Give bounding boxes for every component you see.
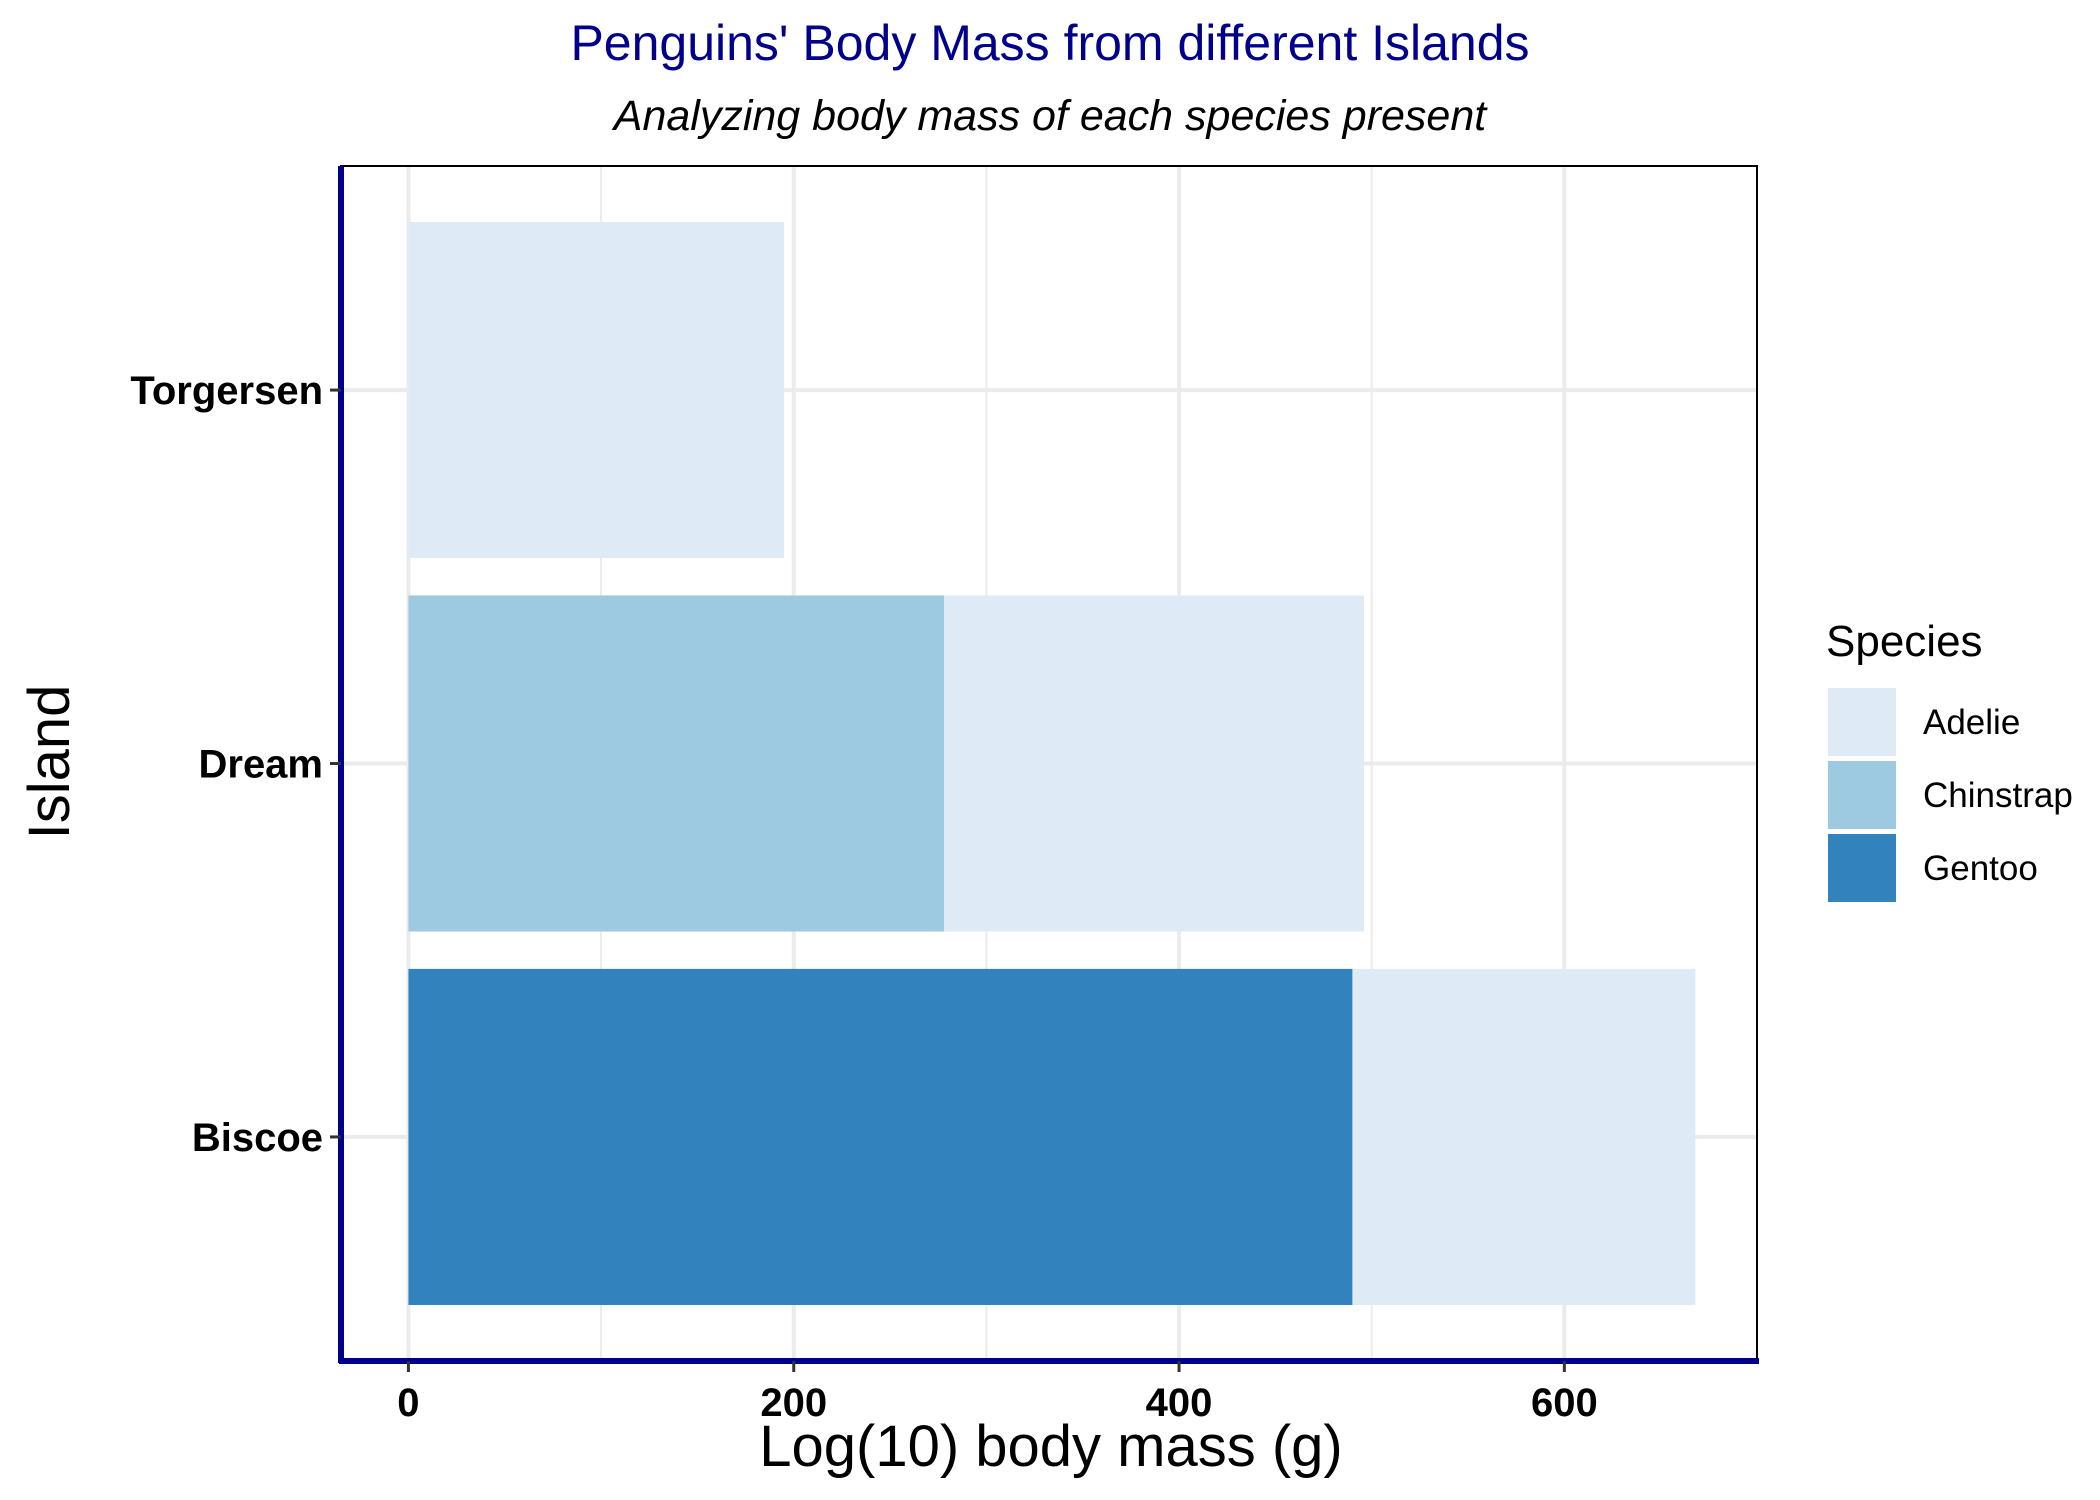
chart-subtitle: Analyzing body mass of each species pres… — [611, 92, 1488, 140]
bar-dream-chinstrap — [408, 595, 945, 932]
x-axis-title: Log(10) body mass (g) — [759, 1414, 1342, 1479]
bar-dream-adelie — [944, 595, 1364, 932]
bar-biscoe-adelie — [1352, 968, 1696, 1305]
legend-label: Adelie — [1923, 703, 2020, 742]
y-axis-title: Island — [17, 685, 82, 840]
legend-label: Gentoo — [1923, 849, 2038, 888]
legend: Species Adelie Chinstrap Gentoo — [1826, 617, 2073, 902]
x-tick-label: 600 — [1531, 1381, 1598, 1425]
x-axis-ticks: 0 200 400 600 — [397, 1361, 1598, 1425]
bar-torgersen-adelie — [408, 222, 785, 559]
chart-title: Penguins' Body Mass from different Islan… — [570, 15, 1529, 71]
y-tick-label: Dream — [198, 743, 323, 787]
legend-label: Chinstrap — [1923, 776, 2073, 815]
bar-biscoe-gentoo — [408, 968, 1353, 1305]
x-tick-label: 0 — [397, 1381, 419, 1425]
legend-title: Species — [1826, 617, 1983, 666]
y-tick-label: Torgersen — [130, 369, 323, 413]
legend-swatch-chinstrap — [1828, 761, 1896, 829]
legend-swatch-adelie — [1828, 688, 1896, 756]
y-tick-label: Biscoe — [192, 1116, 323, 1160]
x-tick-label: 200 — [760, 1381, 827, 1425]
bars — [408, 222, 1696, 1305]
legend-swatch-gentoo — [1828, 834, 1896, 902]
y-axis-ticks: Biscoe Dream Torgersen — [130, 369, 341, 1160]
x-tick-label: 400 — [1146, 1381, 1213, 1425]
